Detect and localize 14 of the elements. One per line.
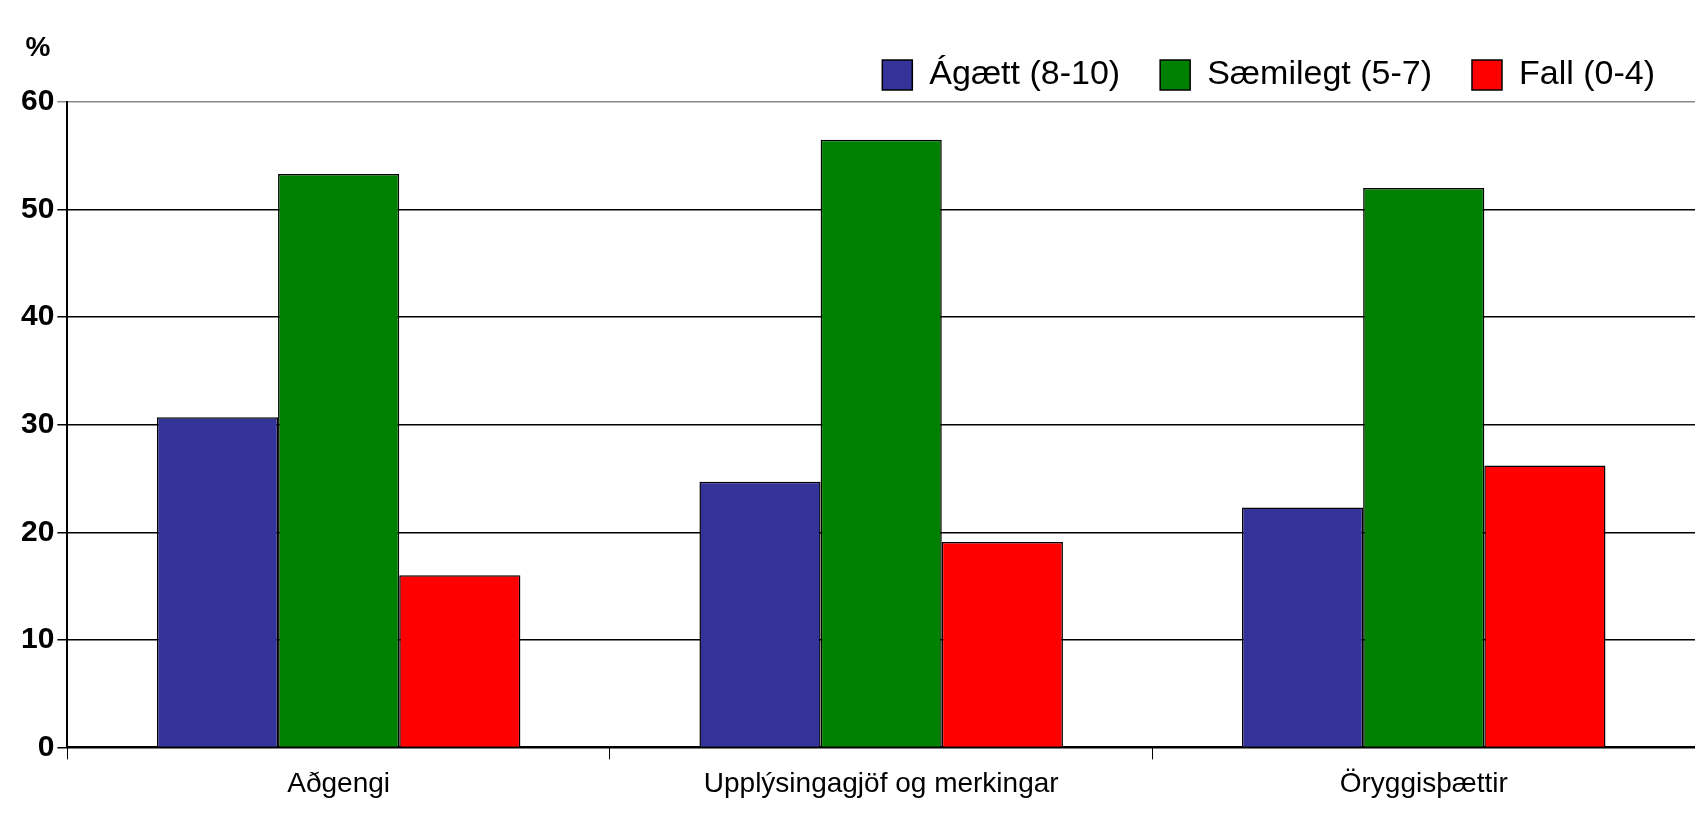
x-tick-label: Upplýsingagjöf og merkingar xyxy=(703,766,1059,798)
x-tick-label: Aðgengi xyxy=(287,766,391,798)
y-tick-label: 60 xyxy=(20,83,55,117)
y-tick-label: 20 xyxy=(20,513,55,547)
y-tick-label: 50 xyxy=(20,190,55,224)
legend-label: Ágætt (8-10) xyxy=(929,53,1121,92)
y-axis-title: % xyxy=(25,30,51,62)
y-tick-label: 0 xyxy=(37,728,55,762)
legend-label: Sæmilegt (5-7) xyxy=(1207,53,1432,92)
x-tick-label: Öryggisþættir xyxy=(1339,766,1508,798)
legend-label: Fall (0-4) xyxy=(1518,53,1656,92)
y-tick-label: 30 xyxy=(20,405,55,439)
y-tick-label: 10 xyxy=(20,621,55,655)
y-tick-label: 40 xyxy=(20,298,55,332)
